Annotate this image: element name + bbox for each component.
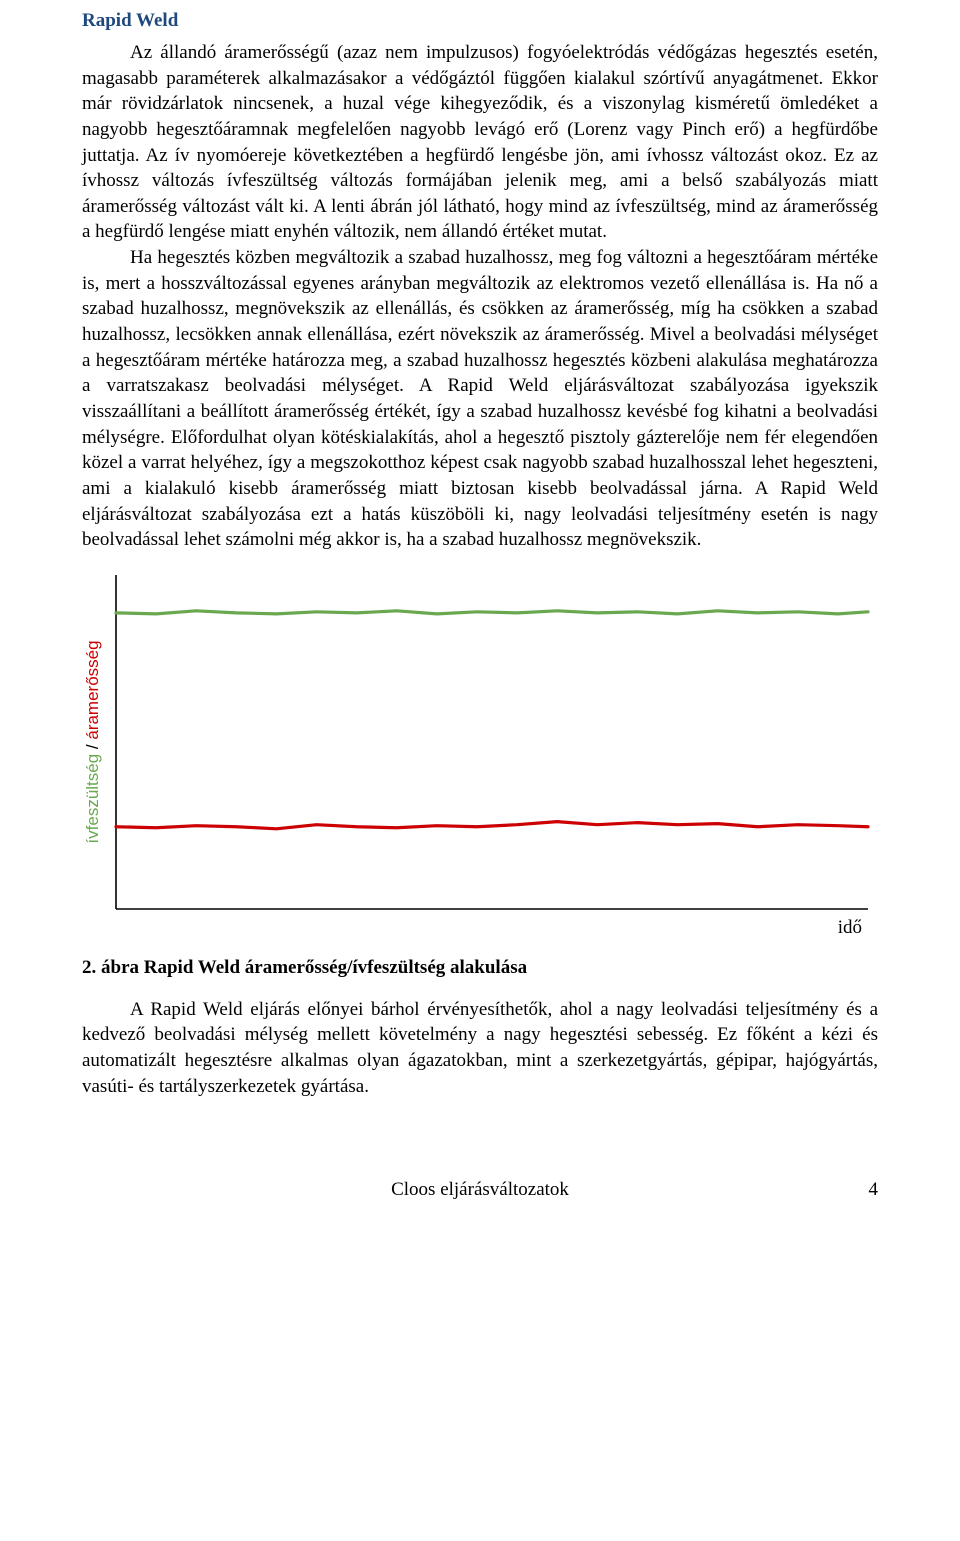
figure-rapid-weld-chart: ívfeszültség / áramerősség idő (82, 565, 878, 945)
paragraph-2b: A Rapid Weld eljárásváltozat szabályozás… (82, 375, 878, 550)
paragraph-1: Az állandó áramerősségű (azaz nem impulz… (82, 40, 878, 245)
footer-center-text: Cloos eljárásváltozatok (106, 1179, 854, 1201)
svg-text:ívfeszültség / áramerősség: ívfeszültség / áramerősség (83, 640, 102, 843)
line-chart-svg: ívfeszültség / áramerősség idő (82, 565, 878, 945)
footer-page-number: 4 (854, 1179, 878, 1201)
paragraph-2a: Ha hegesztés közben megváltozik a szabad… (82, 247, 878, 396)
svg-text:idő: idő (838, 917, 862, 938)
section-title: Rapid Weld (82, 10, 878, 32)
page-footer: Cloos eljárásváltozatok 4 (82, 1179, 878, 1201)
figure-caption: 2. ábra Rapid Weld áramerősség/ívfeszült… (82, 957, 878, 979)
paragraph-2: Ha hegesztés közben megváltozik a szabad… (82, 245, 878, 553)
paragraph-3: A Rapid Weld eljárás előnyei bárhol érvé… (82, 997, 878, 1100)
